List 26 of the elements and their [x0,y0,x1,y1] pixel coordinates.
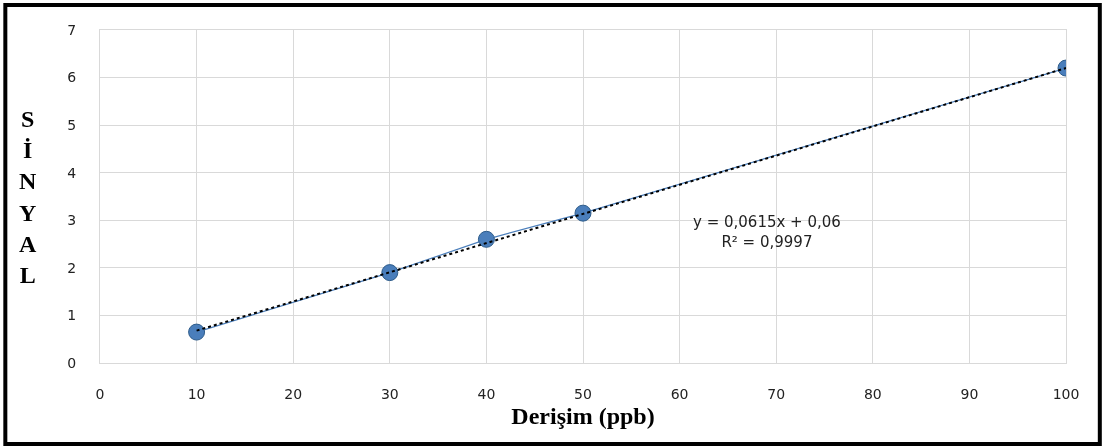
point [381,264,399,282]
point [188,323,206,341]
x-axis-title: Derişim (ppb) [511,403,655,430]
y-tick-label: 5 [67,117,77,134]
x-tick-label: 10 [187,385,206,402]
y-tick-label: 7 [67,21,77,38]
y-tick-label: 0 [67,354,77,371]
x-tick-label: 90 [960,385,979,402]
y-tick-label: 4 [67,164,77,181]
y-tick-label: 1 [67,307,77,324]
y-tick-label: 3 [67,212,77,229]
y-tick-label: 2 [67,259,77,276]
point [574,204,592,222]
x-tick-label: 80 [863,385,882,402]
point [477,230,495,248]
x-tick-label: 60 [670,385,689,402]
x-tick-label: 100 [1052,385,1080,402]
y-axis-title: SİNYAL [19,106,37,288]
y-tick-label: 6 [67,69,77,86]
x-tick-label: 50 [574,385,592,402]
x-tick-label: 0 [95,385,105,402]
x-tick-label: 30 [380,385,399,402]
annotation: y = 0,0615x + 0,06 R² = 0,9997 [693,213,841,251]
x-tick-label: 20 [284,385,303,402]
x-tick-label: 40 [477,385,496,402]
x-tick-label: 70 [767,385,786,402]
